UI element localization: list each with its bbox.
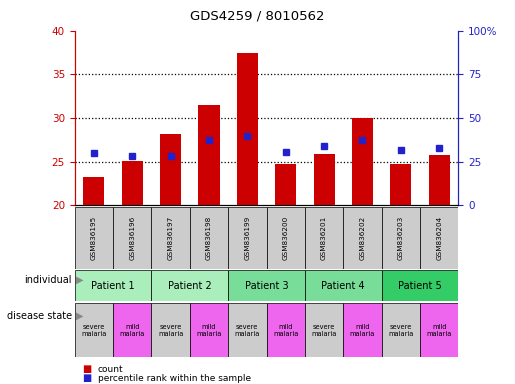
Bar xyxy=(305,303,343,357)
Bar xyxy=(160,134,181,205)
Bar xyxy=(428,155,450,205)
Text: Patient 3: Patient 3 xyxy=(245,281,288,291)
Text: Patient 4: Patient 4 xyxy=(321,281,365,291)
Bar xyxy=(267,303,305,357)
Text: mild
malaria: mild malaria xyxy=(196,324,221,337)
Bar xyxy=(75,207,113,269)
Bar xyxy=(343,303,382,357)
Text: ▶: ▶ xyxy=(76,275,83,285)
Text: GSM836200: GSM836200 xyxy=(283,216,289,260)
Bar xyxy=(390,164,411,205)
Text: Patient 1: Patient 1 xyxy=(91,281,135,291)
Text: GSM836198: GSM836198 xyxy=(206,216,212,260)
Text: severe
malaria: severe malaria xyxy=(312,324,337,337)
Bar xyxy=(198,105,219,205)
Text: mild
malaria: mild malaria xyxy=(350,324,375,337)
Text: GSM836195: GSM836195 xyxy=(91,216,97,260)
Bar xyxy=(237,53,258,205)
Bar xyxy=(305,207,343,269)
Text: GSM836202: GSM836202 xyxy=(359,216,366,260)
Bar xyxy=(343,207,382,269)
Bar xyxy=(190,207,228,269)
Text: GSM836197: GSM836197 xyxy=(167,216,174,260)
Text: severe
malaria: severe malaria xyxy=(388,324,414,337)
Text: GSM836204: GSM836204 xyxy=(436,216,442,260)
Bar xyxy=(151,303,190,357)
Text: ■: ■ xyxy=(82,364,92,374)
Text: GSM836196: GSM836196 xyxy=(129,216,135,260)
Text: severe
malaria: severe malaria xyxy=(158,324,183,337)
Text: severe
malaria: severe malaria xyxy=(235,324,260,337)
Bar xyxy=(420,207,458,269)
Text: GSM836199: GSM836199 xyxy=(244,216,250,260)
Bar xyxy=(382,303,420,357)
Bar xyxy=(382,270,458,301)
Text: GDS4259 / 8010562: GDS4259 / 8010562 xyxy=(190,10,325,23)
Bar xyxy=(228,270,305,301)
Bar xyxy=(75,303,113,357)
Bar xyxy=(113,303,151,357)
Bar xyxy=(151,270,228,301)
Text: count: count xyxy=(98,365,124,374)
Bar xyxy=(352,118,373,205)
Bar xyxy=(190,303,228,357)
Bar xyxy=(83,177,105,205)
Bar xyxy=(122,161,143,205)
Bar xyxy=(228,207,267,269)
Bar xyxy=(275,164,296,205)
Bar xyxy=(151,207,190,269)
Text: Patient 2: Patient 2 xyxy=(168,281,212,291)
Text: mild
malaria: mild malaria xyxy=(119,324,145,337)
Text: disease state: disease state xyxy=(7,311,72,321)
Text: GSM836203: GSM836203 xyxy=(398,216,404,260)
Bar xyxy=(75,270,151,301)
Bar xyxy=(113,207,151,269)
Text: individual: individual xyxy=(25,275,72,285)
Text: ■: ■ xyxy=(82,373,92,383)
Bar xyxy=(267,207,305,269)
Text: GSM836201: GSM836201 xyxy=(321,216,327,260)
Bar xyxy=(305,270,382,301)
Text: Patient 5: Patient 5 xyxy=(398,281,442,291)
Bar xyxy=(228,303,267,357)
Text: mild
malaria: mild malaria xyxy=(273,324,298,337)
Text: percentile rank within the sample: percentile rank within the sample xyxy=(98,374,251,383)
Text: mild
malaria: mild malaria xyxy=(426,324,452,337)
Bar xyxy=(382,207,420,269)
Text: severe
malaria: severe malaria xyxy=(81,324,107,337)
Bar xyxy=(420,303,458,357)
Text: ▶: ▶ xyxy=(76,311,83,321)
Bar xyxy=(314,154,335,205)
